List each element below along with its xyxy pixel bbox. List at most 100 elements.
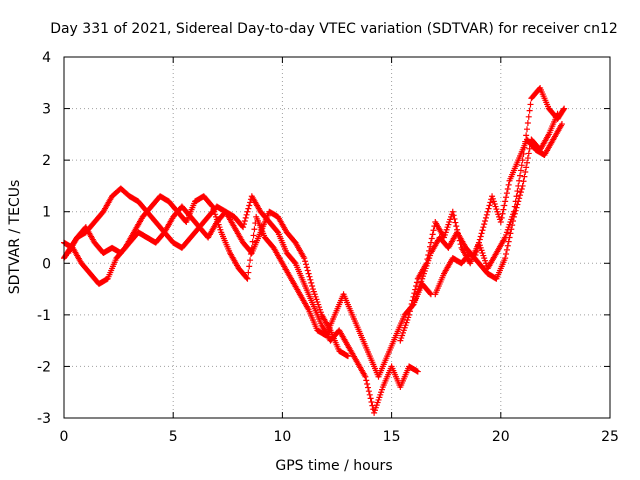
data-point-track-f-interp [508, 226, 515, 233]
x-tick-label: 10 [273, 429, 291, 445]
data-point-track-a [240, 224, 247, 231]
y-tick-label: 3 [42, 102, 51, 118]
data-point-track-d [406, 311, 413, 318]
data-point-track-f-interp [518, 186, 525, 193]
data-point-track-e-interp [502, 198, 509, 205]
data-point-track-a-interp [243, 211, 250, 218]
data-point-track-e-interp [487, 199, 494, 206]
data-point-track-d-interp [527, 101, 534, 108]
data-point-track-e-interp [473, 248, 480, 255]
data-point-track-c-interp [302, 261, 309, 268]
data-point-track-e-interp [481, 221, 488, 228]
data-point-track-d-interp [428, 235, 435, 242]
data-point-track-f-interp [512, 207, 519, 214]
x-axis-label: GPS time / hours [275, 458, 392, 474]
data-point-track-d-interp [427, 239, 434, 246]
data-point-track-e-interp [474, 245, 481, 252]
data-point-track-d-interp [413, 279, 420, 286]
data-point-track-b-interp [246, 263, 253, 270]
data-point-track-f [554, 110, 561, 117]
data-point-track-f [502, 255, 509, 262]
y-tick-label: -3 [37, 411, 51, 427]
data-point-track-a [414, 368, 421, 375]
data-point-track-b-interp [427, 290, 434, 297]
data-point-track-f-interp [515, 198, 522, 205]
data-point-track-d-interp [452, 219, 459, 226]
data-point-track-a-interp [365, 388, 372, 395]
data-point-track-a-interp [365, 384, 372, 391]
x-tick-label: 25 [601, 429, 619, 445]
x-tick-label: 15 [383, 429, 401, 445]
data-point-track-f-interp [510, 217, 517, 224]
data-point-track-f-interp [525, 150, 532, 157]
x-tick-label: 0 [60, 429, 69, 445]
data-point-track-a-interp [364, 380, 371, 387]
data-point-track-e-interp [482, 217, 489, 224]
data-point-track-b-interp [249, 238, 256, 245]
data-point-track-d-interp [451, 215, 458, 222]
data-point-track-f-interp [524, 155, 531, 162]
data-point-track-f-interp [506, 234, 513, 241]
y-tick-label: 0 [42, 256, 51, 272]
data-point-track-e-interp [479, 227, 486, 234]
data-point-track-c-interp [307, 276, 314, 283]
data-point-track-e [497, 219, 504, 226]
data-point-track-d-interp [524, 126, 531, 133]
data-point-track-d-interp [450, 212, 457, 219]
data-point-track-e-interp [500, 206, 507, 213]
data-point-track-d-interp [526, 107, 533, 114]
data-point-track-f-interp [513, 204, 520, 211]
data-point-track-f-interp [523, 164, 530, 171]
data-point-track-a [362, 373, 369, 380]
y-tick-label: 4 [42, 50, 51, 66]
data-point-track-d-interp [514, 188, 521, 195]
data-point-track-e [558, 121, 565, 128]
data-point-track-f-interp [522, 169, 529, 176]
data-point-track-f-interp [520, 178, 527, 185]
data-point-track-f-interp [517, 189, 524, 196]
data-point-track-a-interp [367, 395, 374, 402]
data-point-track-b-interp [243, 274, 250, 281]
data-point-track-f [519, 182, 526, 189]
data-point-track-a-interp [244, 208, 251, 215]
data-point-track-f-interp [514, 201, 521, 208]
data-point-track-e-interp [503, 190, 510, 197]
data-point-track-e-interp [503, 194, 510, 201]
data-point-track-c-interp [306, 273, 313, 280]
data-point-track-c [344, 353, 351, 360]
data-point-track-f-interp [507, 230, 514, 237]
data-point-track-d-interp [518, 162, 525, 169]
data-point-track-f [510, 213, 517, 220]
data-point-track-e-interp [483, 211, 490, 218]
data-point-track-d-interp [517, 172, 524, 179]
y-tick-label: 2 [42, 153, 51, 169]
data-point-track-d-interp [524, 120, 531, 127]
data-point-track-e-interp [475, 239, 482, 246]
data-point-track-b-interp [251, 226, 258, 233]
data-point-track-c-interp [302, 258, 309, 265]
data-point-track-d-interp [407, 304, 414, 311]
data-point-track-e-interp [485, 205, 492, 212]
chart-title: Day 331 of 2021, Sidereal Day-to-day VTE… [50, 21, 618, 37]
data-point-track-d [449, 208, 456, 215]
data-point-track-a-interp [240, 221, 247, 228]
data-point-track-a-interp [247, 199, 254, 206]
data-point-track-b-interp [250, 232, 257, 239]
x-tick-label: 20 [492, 429, 510, 445]
data-point-track-e-interp [478, 230, 485, 237]
data-point-track-c-interp [305, 270, 312, 277]
data-point-track-e-interp [475, 242, 482, 249]
data-point-track-b-interp [208, 202, 215, 209]
data-point-track-f-interp [524, 159, 531, 166]
data-point-track-f-interp [505, 238, 512, 245]
data-point-track-f-interp [509, 222, 516, 229]
data-point-track-d-interp [560, 106, 567, 113]
data-points [61, 84, 568, 416]
data-point-track-f-interp [511, 210, 518, 217]
data-point-track-d-interp [523, 132, 530, 139]
data-point-track-d [561, 105, 568, 112]
data-point-track-c-interp [303, 264, 310, 271]
data-point-track-f-interp [521, 173, 528, 180]
data-point-track-b-interp [247, 257, 254, 264]
